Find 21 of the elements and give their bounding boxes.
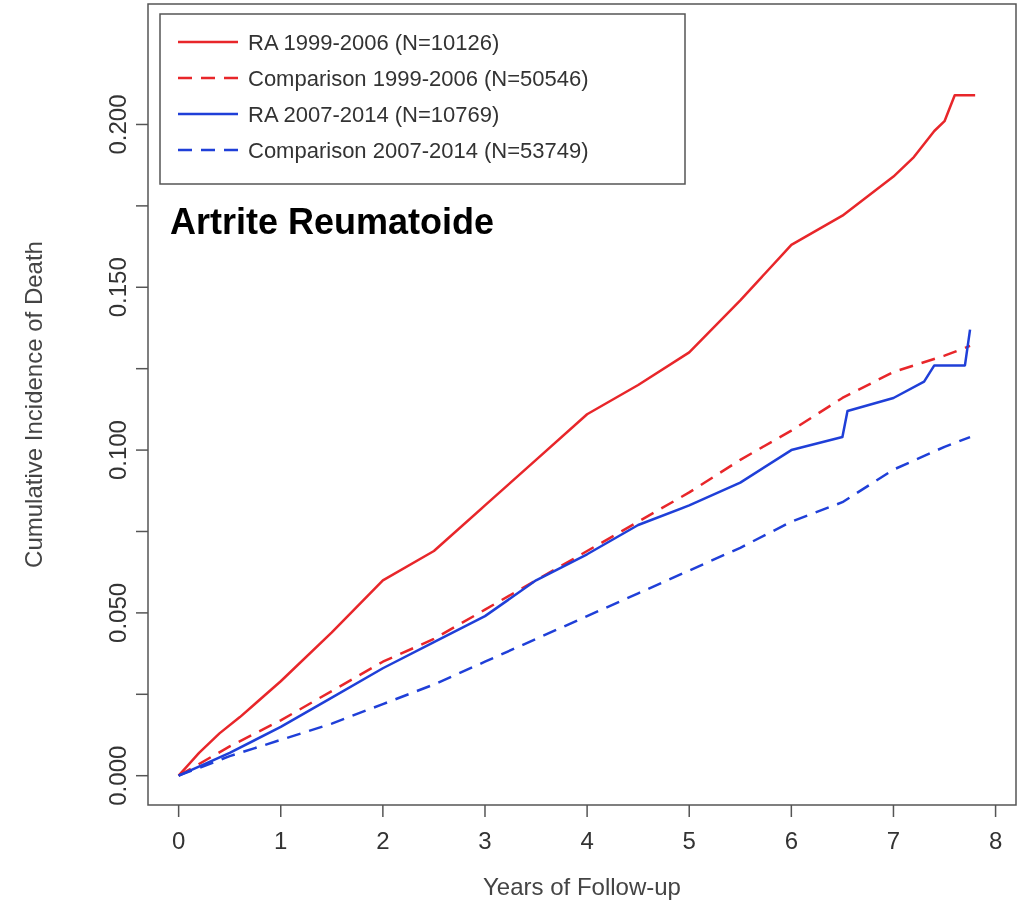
x-tick-label: 0 xyxy=(171,827,186,854)
x-tick-label: 1 xyxy=(274,827,288,854)
y-tick-label: 0.100 xyxy=(104,420,131,481)
legend-label: RA 2007-2014 (N=10769) xyxy=(248,102,500,127)
y-tick-label: 0.050 xyxy=(104,582,131,643)
x-tick-label: 7 xyxy=(886,827,901,854)
x-tick-label: 3 xyxy=(478,827,492,854)
x-axis-title: Years of Follow-up xyxy=(483,873,681,900)
y-tick-label: 0.200 xyxy=(104,94,131,155)
x-tick-label: 8 xyxy=(988,827,1003,854)
y-tick-label: 0.000 xyxy=(104,745,131,806)
legend-label: Comparison 2007-2014 (N=53749) xyxy=(248,138,589,163)
annotation: Artrite Reumatoide xyxy=(170,201,495,242)
legend-label: Comparison 1999-2006 (N=50546) xyxy=(248,66,589,91)
x-tick-label: 2 xyxy=(376,827,390,854)
legend-label: RA 1999-2006 (N=10126) xyxy=(248,30,500,55)
x-tick-label: 5 xyxy=(682,827,696,854)
x-tick-label: 6 xyxy=(784,827,799,854)
x-tick-label: 4 xyxy=(580,827,594,854)
y-tick-label: 0.150 xyxy=(104,257,131,318)
y-axis-title: Cumulative Incidence of Death xyxy=(20,241,47,568)
